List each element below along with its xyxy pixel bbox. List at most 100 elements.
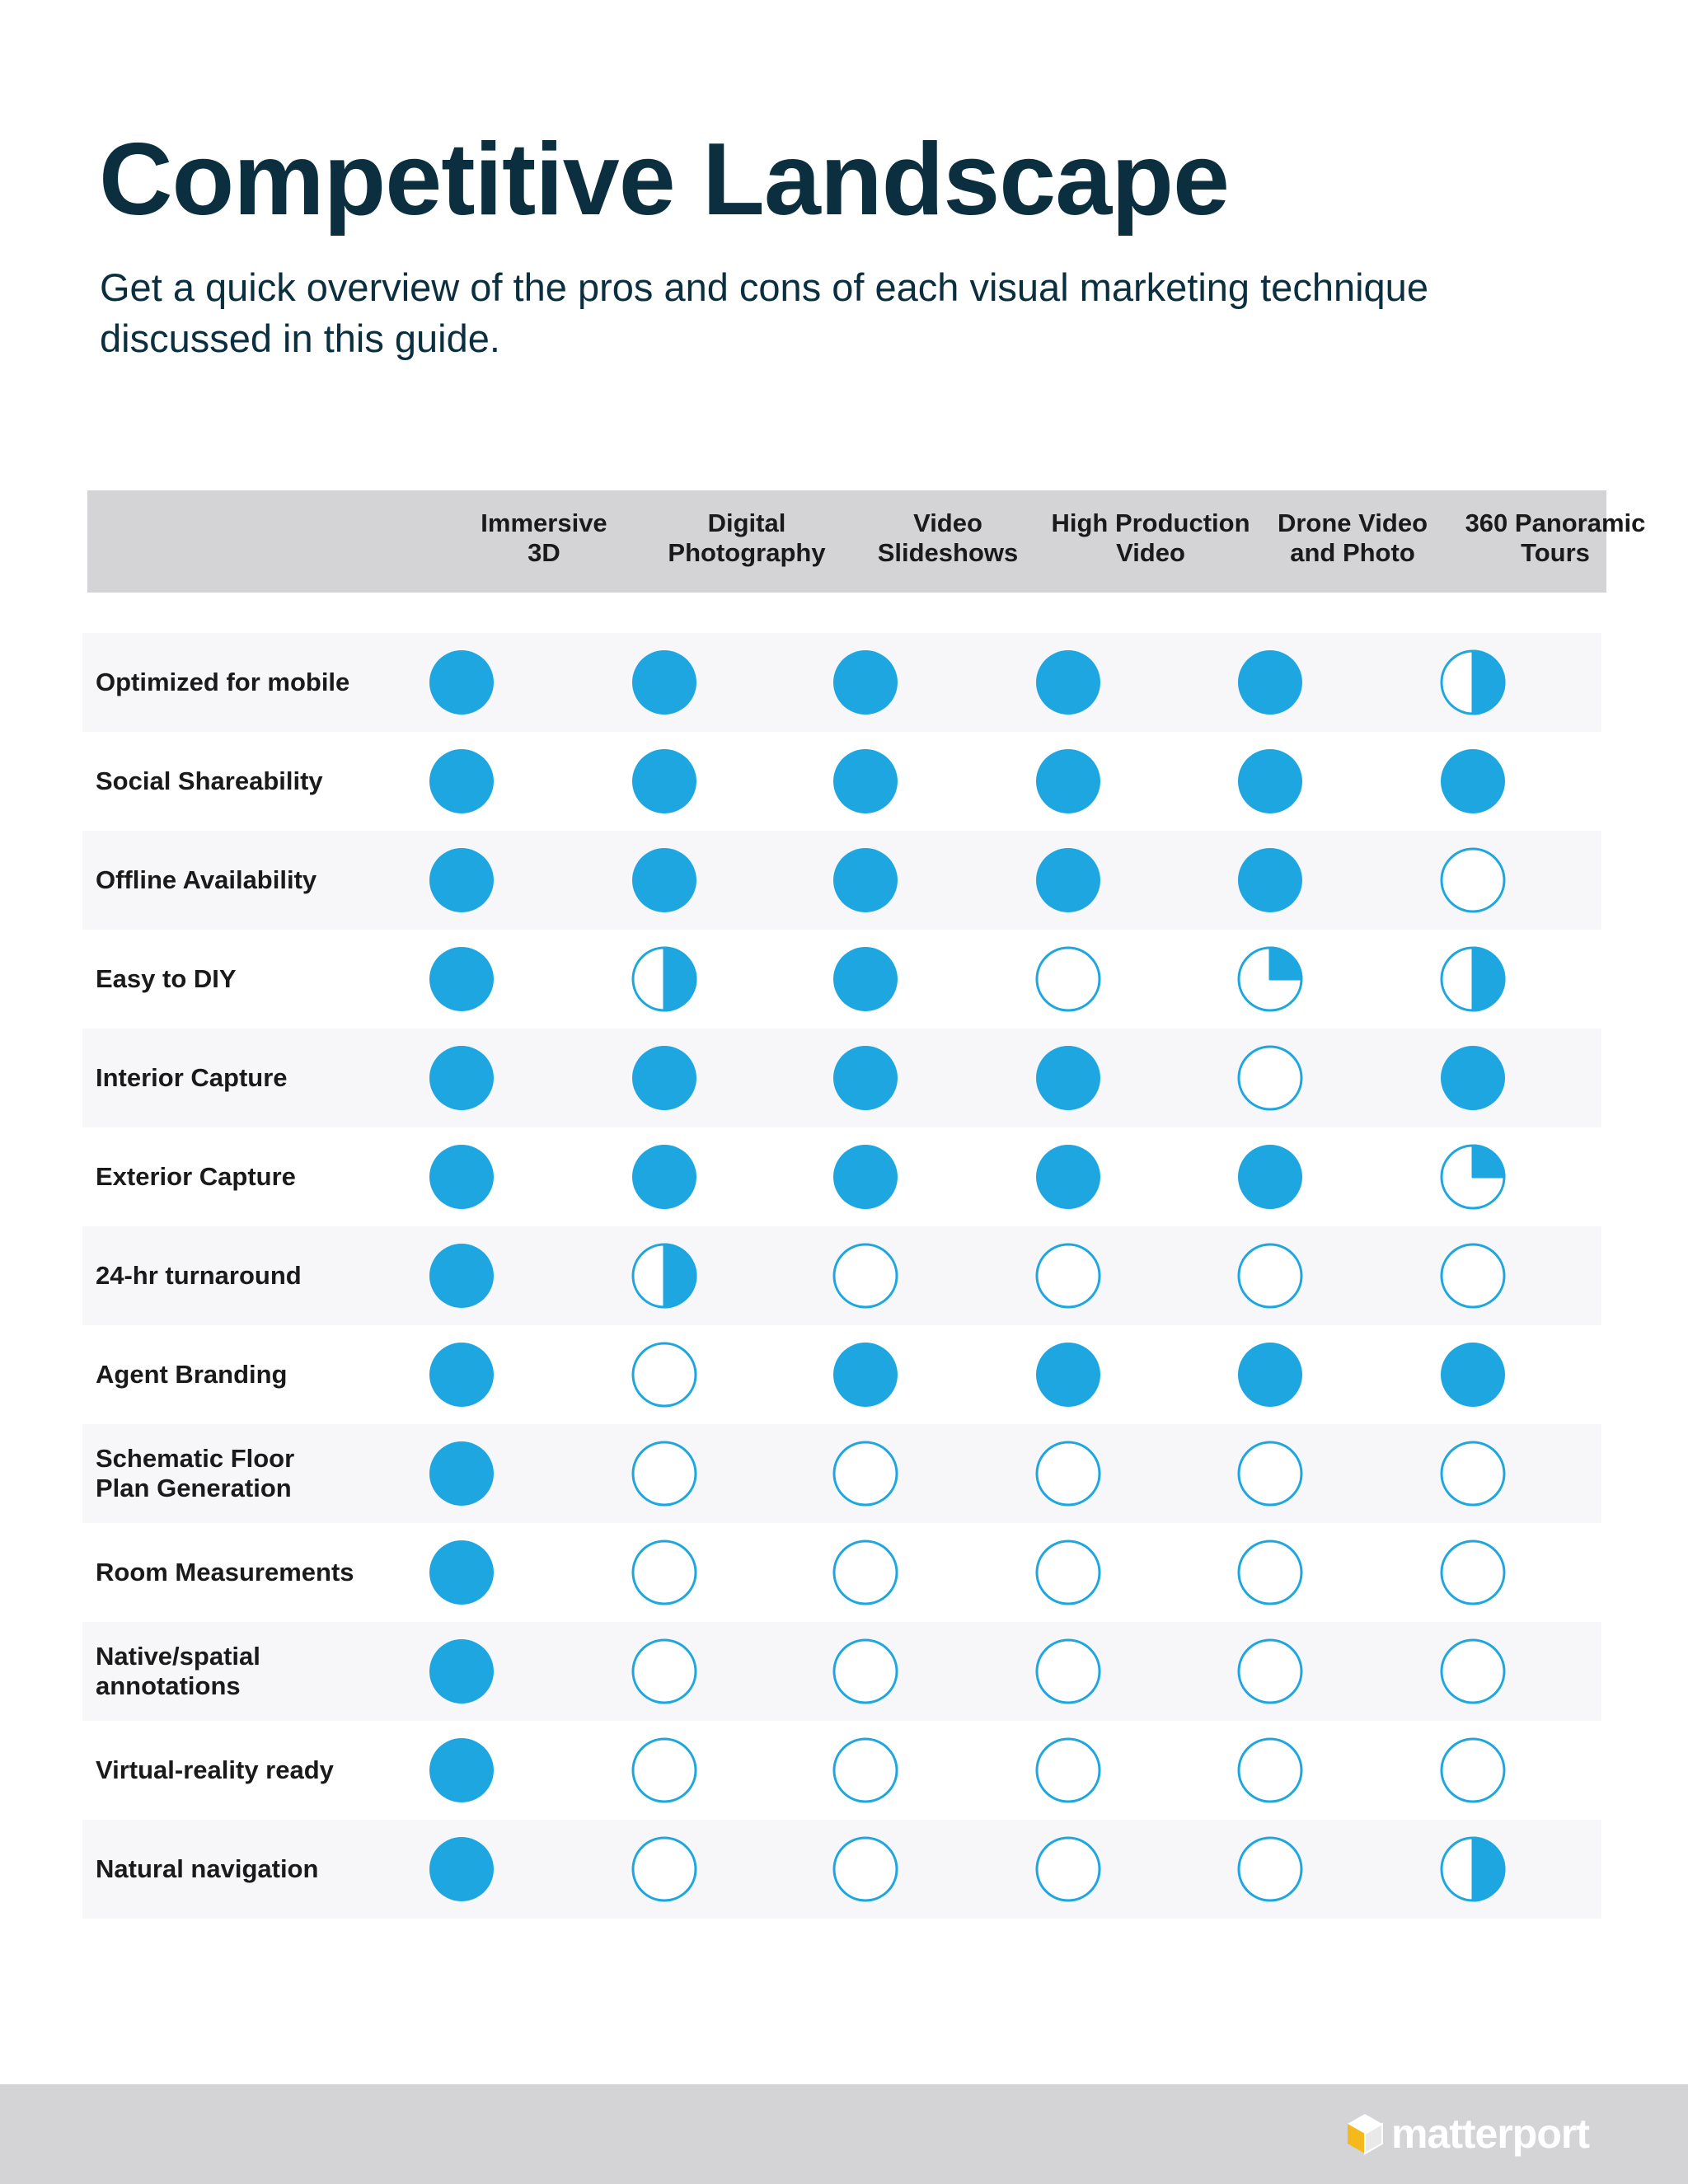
rating-dot-row8-col3 (833, 1343, 898, 1407)
rating-dot-row1-col6 (1440, 649, 1506, 715)
rating-dot-row8-col5 (1238, 1343, 1302, 1407)
page-subtitle: Get a quick overview of the pros and con… (100, 265, 1428, 360)
rating-dot-row5-col5 (1237, 1045, 1303, 1111)
rating-dot-row1-col4 (1036, 650, 1100, 715)
rating-dot-row2-col6 (1441, 749, 1505, 813)
rating-dot-row9-col1 (429, 1441, 494, 1506)
row-label: Agent Branding (96, 1360, 288, 1389)
rating-dot-row12-col4 (1035, 1737, 1101, 1803)
rating-dot-row1-col2 (632, 650, 696, 715)
table-row: Offline Availability (82, 831, 1601, 930)
rating-dot-row11-col2 (631, 1638, 697, 1704)
rating-dot-row11-col6 (1440, 1638, 1506, 1704)
rating-dot-row10-col1 (429, 1540, 494, 1605)
rating-dot-row5-col1 (429, 1046, 494, 1110)
rating-dot-row11-col4 (1035, 1638, 1101, 1704)
table-row: Interior Capture (82, 1029, 1601, 1127)
page-title: Competitive Landscape (99, 123, 1230, 237)
rating-dot-row10-col4 (1035, 1540, 1101, 1605)
logo-wordmark: matterport (1390, 2111, 1590, 2157)
rating-dot-row5-col6 (1441, 1046, 1505, 1110)
row-label: Optimized for mobile (96, 668, 350, 696)
rating-dot-row4-col4 (1035, 946, 1101, 1012)
rating-dot-row4-col1 (429, 947, 494, 1011)
rating-dot-row1-col1 (429, 650, 494, 715)
rating-dot-row8-col1 (429, 1343, 494, 1407)
row-label: Offline Availability (96, 865, 317, 894)
rating-dot-row4-col3 (833, 947, 898, 1011)
rating-dot-row12-col6 (1440, 1737, 1506, 1803)
rating-dot-row10-col2 (631, 1540, 697, 1605)
rating-dot-row2-col4 (1036, 749, 1100, 813)
rating-dot-row7-col5 (1237, 1243, 1303, 1309)
column-header-5: Drone Video and Photo (1277, 509, 1428, 567)
rating-dot-row2-col5 (1238, 749, 1302, 813)
rating-dot-row6-col4 (1036, 1145, 1100, 1209)
table-row: 24-hr turnaround (82, 1226, 1601, 1325)
rating-dot-row13-col5 (1237, 1836, 1303, 1902)
rating-dot-row13-col6 (1440, 1836, 1506, 1902)
row-label: Natural navigation (96, 1854, 319, 1883)
rating-dot-row10-col6 (1440, 1540, 1506, 1605)
rating-dot-row11-col3 (832, 1638, 898, 1704)
rating-dot-row2-col3 (833, 749, 898, 813)
table-row: Easy to DIY (82, 930, 1601, 1029)
rating-dot-row5-col2 (632, 1046, 696, 1110)
column-header-3: Video Slideshows (877, 509, 1019, 567)
rating-dot-row6-col1 (429, 1145, 494, 1209)
row-label: Social Shareability (96, 766, 323, 795)
rating-dot-row7-col2 (631, 1243, 697, 1309)
rating-dot-row9-col4 (1035, 1441, 1101, 1507)
rating-dot-row7-col3 (832, 1243, 898, 1309)
rating-dot-row12-col5 (1237, 1737, 1303, 1803)
row-label: Schematic Floor Plan Generation (96, 1444, 295, 1502)
rating-dot-row9-col6 (1440, 1441, 1506, 1507)
rating-dot-row12-col2 (631, 1737, 697, 1803)
rating-dot-row3-col2 (632, 848, 696, 912)
matterport-logo[interactable]: matterport (1345, 2111, 1590, 2157)
rating-dot-row4-col6 (1440, 946, 1506, 1012)
rating-dot-row6-col5 (1238, 1145, 1302, 1209)
rating-dot-row2-col2 (632, 749, 696, 813)
rating-dot-row10-col3 (832, 1540, 898, 1605)
rating-dot-row9-col5 (1237, 1441, 1303, 1507)
row-label: Virtual-reality ready (96, 1755, 334, 1784)
rating-dot-row11-col5 (1237, 1638, 1303, 1704)
rating-dot-row5-col3 (833, 1046, 898, 1110)
rating-dot-row3-col4 (1036, 848, 1100, 912)
column-header-6: 360 Panoramic Tours (1465, 509, 1646, 567)
rating-dot-row3-col5 (1238, 848, 1302, 912)
rating-dot-row10-col5 (1237, 1540, 1303, 1605)
rating-dot-row4-col2 (631, 946, 697, 1012)
rating-dot-row6-col2 (632, 1145, 696, 1209)
rating-dot-row12-col3 (832, 1737, 898, 1803)
row-label: Interior Capture (96, 1063, 288, 1092)
row-label: Exterior Capture (96, 1162, 296, 1191)
rating-dot-row1-col3 (833, 650, 898, 715)
rating-dot-row8-col2 (631, 1342, 697, 1408)
rating-dot-row3-col6 (1440, 847, 1506, 913)
table-row: Native/spatial annotations (82, 1622, 1601, 1721)
column-header-bar: Immersive 3D Digital Photography Video Sli… (87, 490, 1645, 593)
rating-dot-row11-col1 (429, 1639, 494, 1704)
table-row: Agent Branding (82, 1325, 1601, 1424)
rating-dot-row6-col6 (1440, 1144, 1506, 1210)
rating-dot-row7-col1 (429, 1244, 494, 1308)
table-row: Optimized for mobile (82, 633, 1601, 732)
rating-dot-row13-col4 (1035, 1836, 1101, 1902)
row-label: Native/spatial annotations (96, 1642, 260, 1700)
footer-bar: matterport (0, 2084, 1688, 2184)
table-row: Natural navigation (82, 1820, 1601, 1919)
comparison-table: Optimized for mobile Social Shareability O… (82, 633, 1601, 1919)
rating-dot-row8-col4 (1036, 1343, 1100, 1407)
table-row: Exterior Capture (82, 1127, 1601, 1226)
rating-dot-row7-col4 (1035, 1243, 1101, 1309)
row-label: Room Measurements (96, 1558, 354, 1586)
rating-dot-row13-col3 (832, 1836, 898, 1902)
column-header-2: Digital Photography (668, 509, 826, 567)
rating-dot-row13-col1 (429, 1837, 494, 1901)
rating-dot-row6-col3 (833, 1145, 898, 1209)
rating-dot-row1-col5 (1238, 650, 1302, 715)
column-header-1: Immersive 3D (481, 509, 607, 567)
rating-dot-row4-col5 (1237, 946, 1303, 1012)
